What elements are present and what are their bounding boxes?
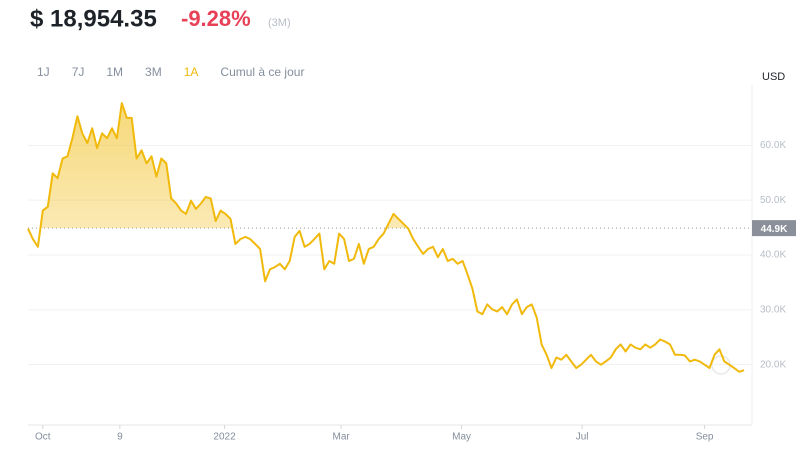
y-axis-label: USD xyxy=(762,71,785,83)
change-period: (3M) xyxy=(268,17,291,29)
range-button[interactable]: 7J xyxy=(72,65,85,79)
x-tick-label: Mar xyxy=(332,432,350,443)
reference-label: 44.9K xyxy=(761,224,788,235)
y-tick-label: 40.0K xyxy=(760,250,786,261)
price-change: -9.28% xyxy=(181,6,251,31)
y-tick-label: 60.0K xyxy=(760,140,786,151)
price-line xyxy=(27,102,745,373)
range-button[interactable]: 1A xyxy=(184,65,199,79)
x-tick-label: Oct xyxy=(35,432,51,443)
y-tick-label: 30.0K xyxy=(760,304,786,315)
range-button[interactable]: 3M xyxy=(145,65,162,79)
x-tick-label: 2022 xyxy=(213,432,236,443)
x-tick-label: 9 xyxy=(117,432,123,443)
y-tick-label: 50.0K xyxy=(760,195,786,206)
range-button[interactable]: 1J xyxy=(37,65,50,79)
x-tick-label: Sep xyxy=(696,432,714,443)
reference-label-box xyxy=(752,220,796,237)
area-fill xyxy=(28,103,745,229)
x-tick-label: Jul xyxy=(576,432,589,443)
y-tick-label: 20.0K xyxy=(760,359,786,370)
price: $ 18,954.35 xyxy=(30,5,157,32)
range-button[interactable]: Cumul à ce jour xyxy=(220,65,304,79)
x-tick-label: May xyxy=(452,432,471,443)
range-button[interactable]: 1M xyxy=(106,65,123,79)
